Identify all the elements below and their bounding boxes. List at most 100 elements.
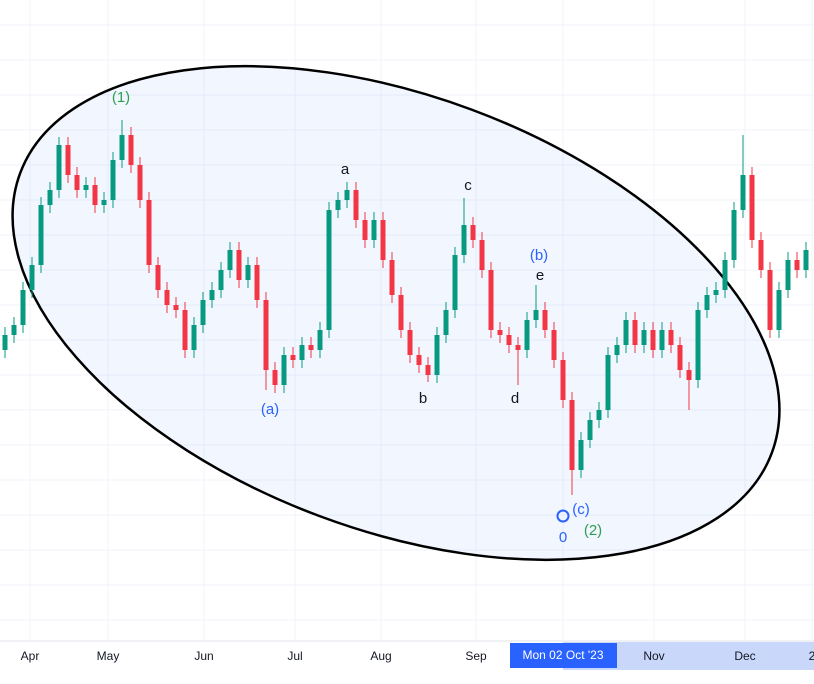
candle-body [20,290,26,325]
candle-body [344,190,350,200]
candle-body [119,135,125,160]
candle-body [506,335,512,345]
candle-body [236,250,242,280]
candle-body [317,330,323,350]
candle-body [74,175,80,190]
candle-body [164,290,170,305]
candle-body [749,175,755,240]
candle-body [218,270,224,290]
candle-body [551,330,557,360]
candle-body [371,220,377,240]
candle-body [209,290,215,300]
wave-label: (a) [261,401,279,418]
candle-body [794,260,800,270]
wave-label: (b) [530,247,548,264]
candle-body [614,345,620,355]
candle-body [290,355,296,360]
candle-body [173,305,179,310]
time-axis: Apr May Jun Jul Aug Sep Nov Dec 2 [21,649,814,663]
candle-body [659,330,665,350]
candle-body [227,250,233,270]
candle-body [191,325,197,350]
candle-body [335,200,341,210]
candle-body [362,220,368,240]
candle-body [146,200,152,265]
x-tick-label: Apr [21,649,40,663]
candle-body [767,270,773,330]
candle-body [245,265,251,280]
candle-body [155,265,161,290]
candle-body [542,310,548,330]
candle-body [83,185,89,190]
candle-body [380,220,386,260]
candle-body [65,145,71,175]
candle-body [47,190,53,205]
candle-body [407,330,413,355]
x-tick-label: 2 [809,649,814,663]
x-tick-label: Sep [465,649,487,663]
candle-body [452,255,458,310]
wave-label: d [511,390,519,407]
x-tick-label: Aug [370,649,391,663]
candle-body [398,295,404,330]
candle-body [632,320,638,345]
candle-body [434,335,440,375]
candle-body [686,370,692,380]
candle-body [533,310,539,320]
candle-body [596,410,602,420]
candle-body [695,310,701,380]
x-tick-label: May [97,649,120,663]
candle-body [110,160,116,200]
candle-body [299,345,305,360]
candle-body [704,295,710,310]
candle-body [569,400,575,470]
candle-body [641,330,647,345]
candle-body [713,290,719,295]
crosshair-label-box [510,643,617,668]
candle-body [776,290,782,330]
candle-body [443,310,449,335]
candle-body [56,145,62,190]
annotations: (1) a c (b) e (a) b d (c) 0 (2) [112,89,602,546]
candle-body [92,185,98,205]
candle-body [263,300,269,370]
candle-body [731,210,737,260]
candle-body [497,330,503,335]
candle-body [623,320,629,345]
candle-body [29,265,35,290]
candle-body [470,225,476,240]
crosshair-label: Mon 02 Oct '23 [523,648,604,662]
wave-label: a [341,161,350,178]
candle-body [488,270,494,330]
wave-label: c [464,177,472,194]
candle-body [461,225,467,255]
candle-body [677,345,683,370]
candle-body [578,440,584,470]
candle-body [326,210,332,330]
candle-body [722,260,728,290]
candle-body [38,205,44,265]
candle-body [281,355,287,385]
candle-body [668,330,674,345]
x-tick-label: Nov [643,649,664,663]
candle-body [416,355,422,365]
candle-body [254,265,260,300]
candle-body [200,300,206,325]
wave-label: (2) [584,522,602,539]
candle-body [803,250,809,270]
candle-body [740,175,746,210]
candle-body [605,355,611,410]
wave-label: (c) [572,501,590,518]
candle-body [515,345,521,350]
wave-label: e [536,267,544,284]
candle-body [650,330,656,350]
wave-label: (1) [112,89,130,106]
candle-body [272,370,278,385]
candle-body [425,365,431,375]
candle-body [524,320,530,350]
candle-body [2,335,8,350]
candle-body [182,310,188,350]
candle-body [758,240,764,270]
marker-circle [556,509,570,523]
